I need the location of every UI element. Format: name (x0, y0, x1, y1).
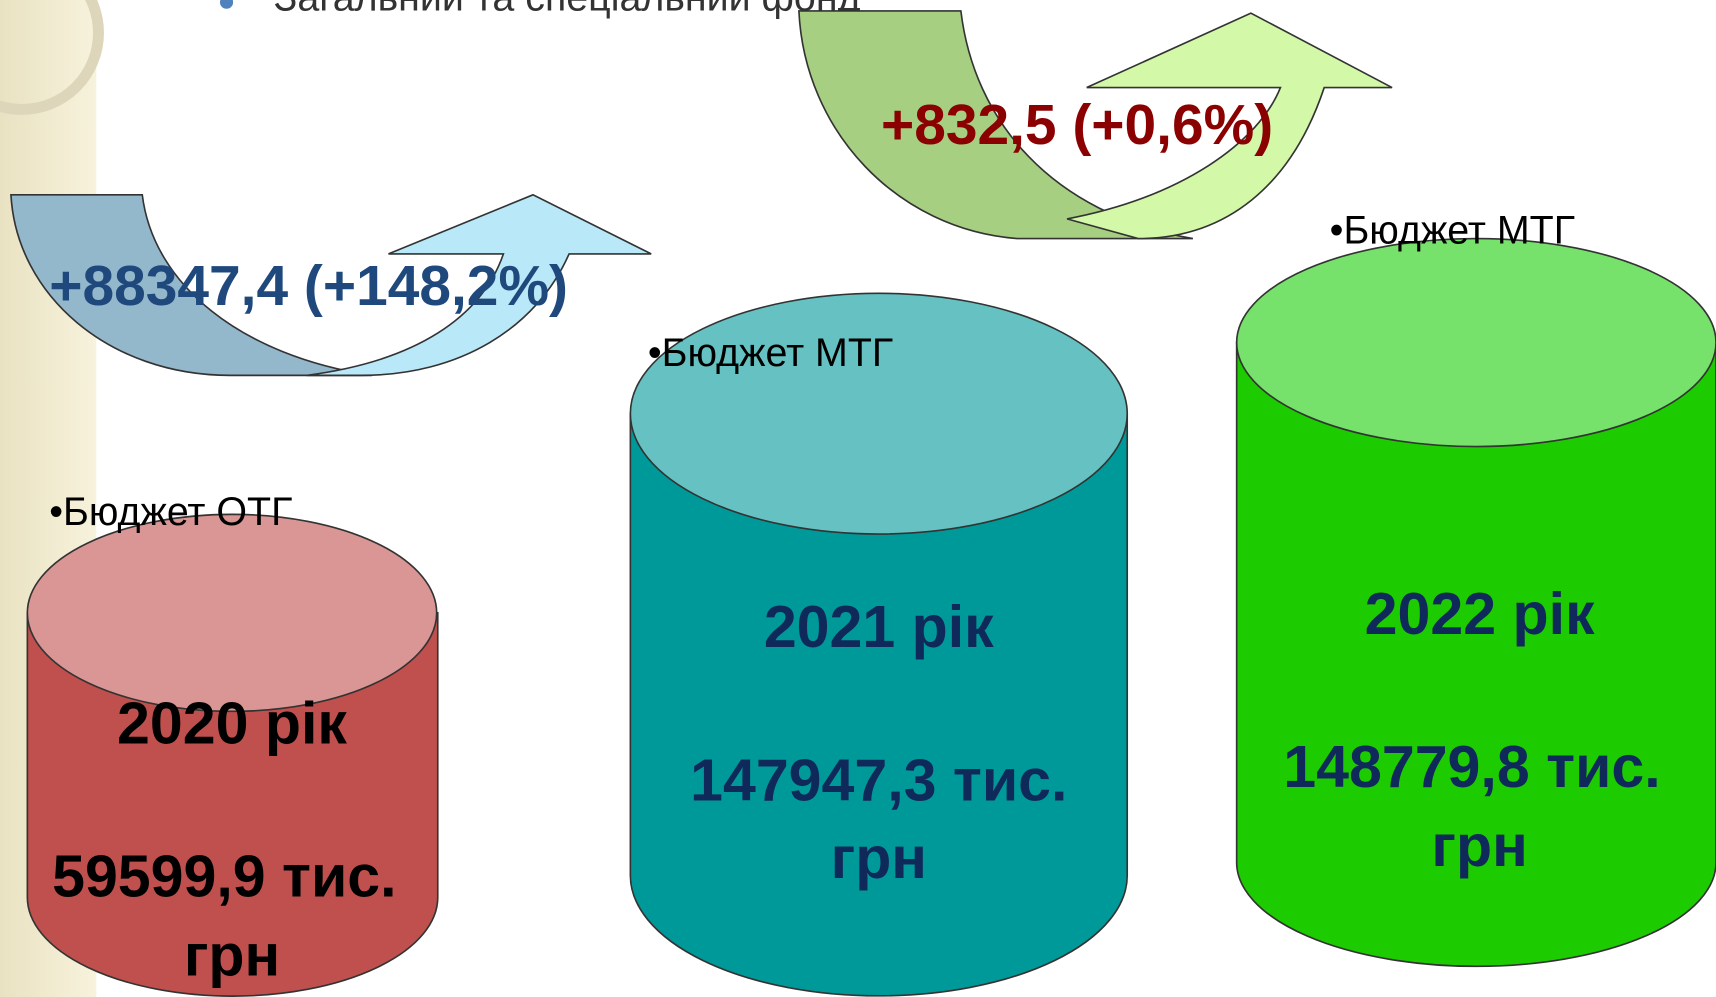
amount-unit: грн (831, 825, 927, 891)
cylinder-body (1235, 341, 1716, 968)
arrow-tail (798, 10, 1194, 240)
arrow-head (1066, 12, 1393, 240)
cylinder-top (629, 292, 1129, 535)
amount: 59599,9 тис. (52, 844, 396, 910)
amount-unit: грн (1431, 813, 1527, 879)
cylinder-top (26, 513, 438, 713)
amount-unit: грн (184, 922, 280, 988)
year: 2021 рік (764, 594, 994, 660)
change-label: +832,5 (+0,6%) (881, 93, 1273, 157)
change-label: +88347,4 (+148,2%) (49, 254, 568, 318)
cylinder-label: •Бюджет ОТГ (49, 490, 292, 534)
year: 2020 рік (117, 690, 347, 756)
year: 2022 рік (1365, 581, 1595, 647)
amount: 147947,3 тис. (690, 747, 1067, 813)
amount: 148779,8 тис. (1283, 734, 1660, 800)
bullet-dot (219, 0, 234, 9)
cylinder-label: •Бюджет МТГ (1330, 209, 1575, 253)
bullet-text: Загальний та спеціальний фонд (274, 0, 861, 19)
arrow-head (306, 193, 652, 377)
decor-circle (0, 0, 104, 115)
cylinder-body (26, 612, 439, 997)
cylinder-top (1235, 237, 1716, 448)
cylinder-label: •Бюджет МТГ (648, 331, 893, 375)
cylinder-body (629, 412, 1129, 997)
